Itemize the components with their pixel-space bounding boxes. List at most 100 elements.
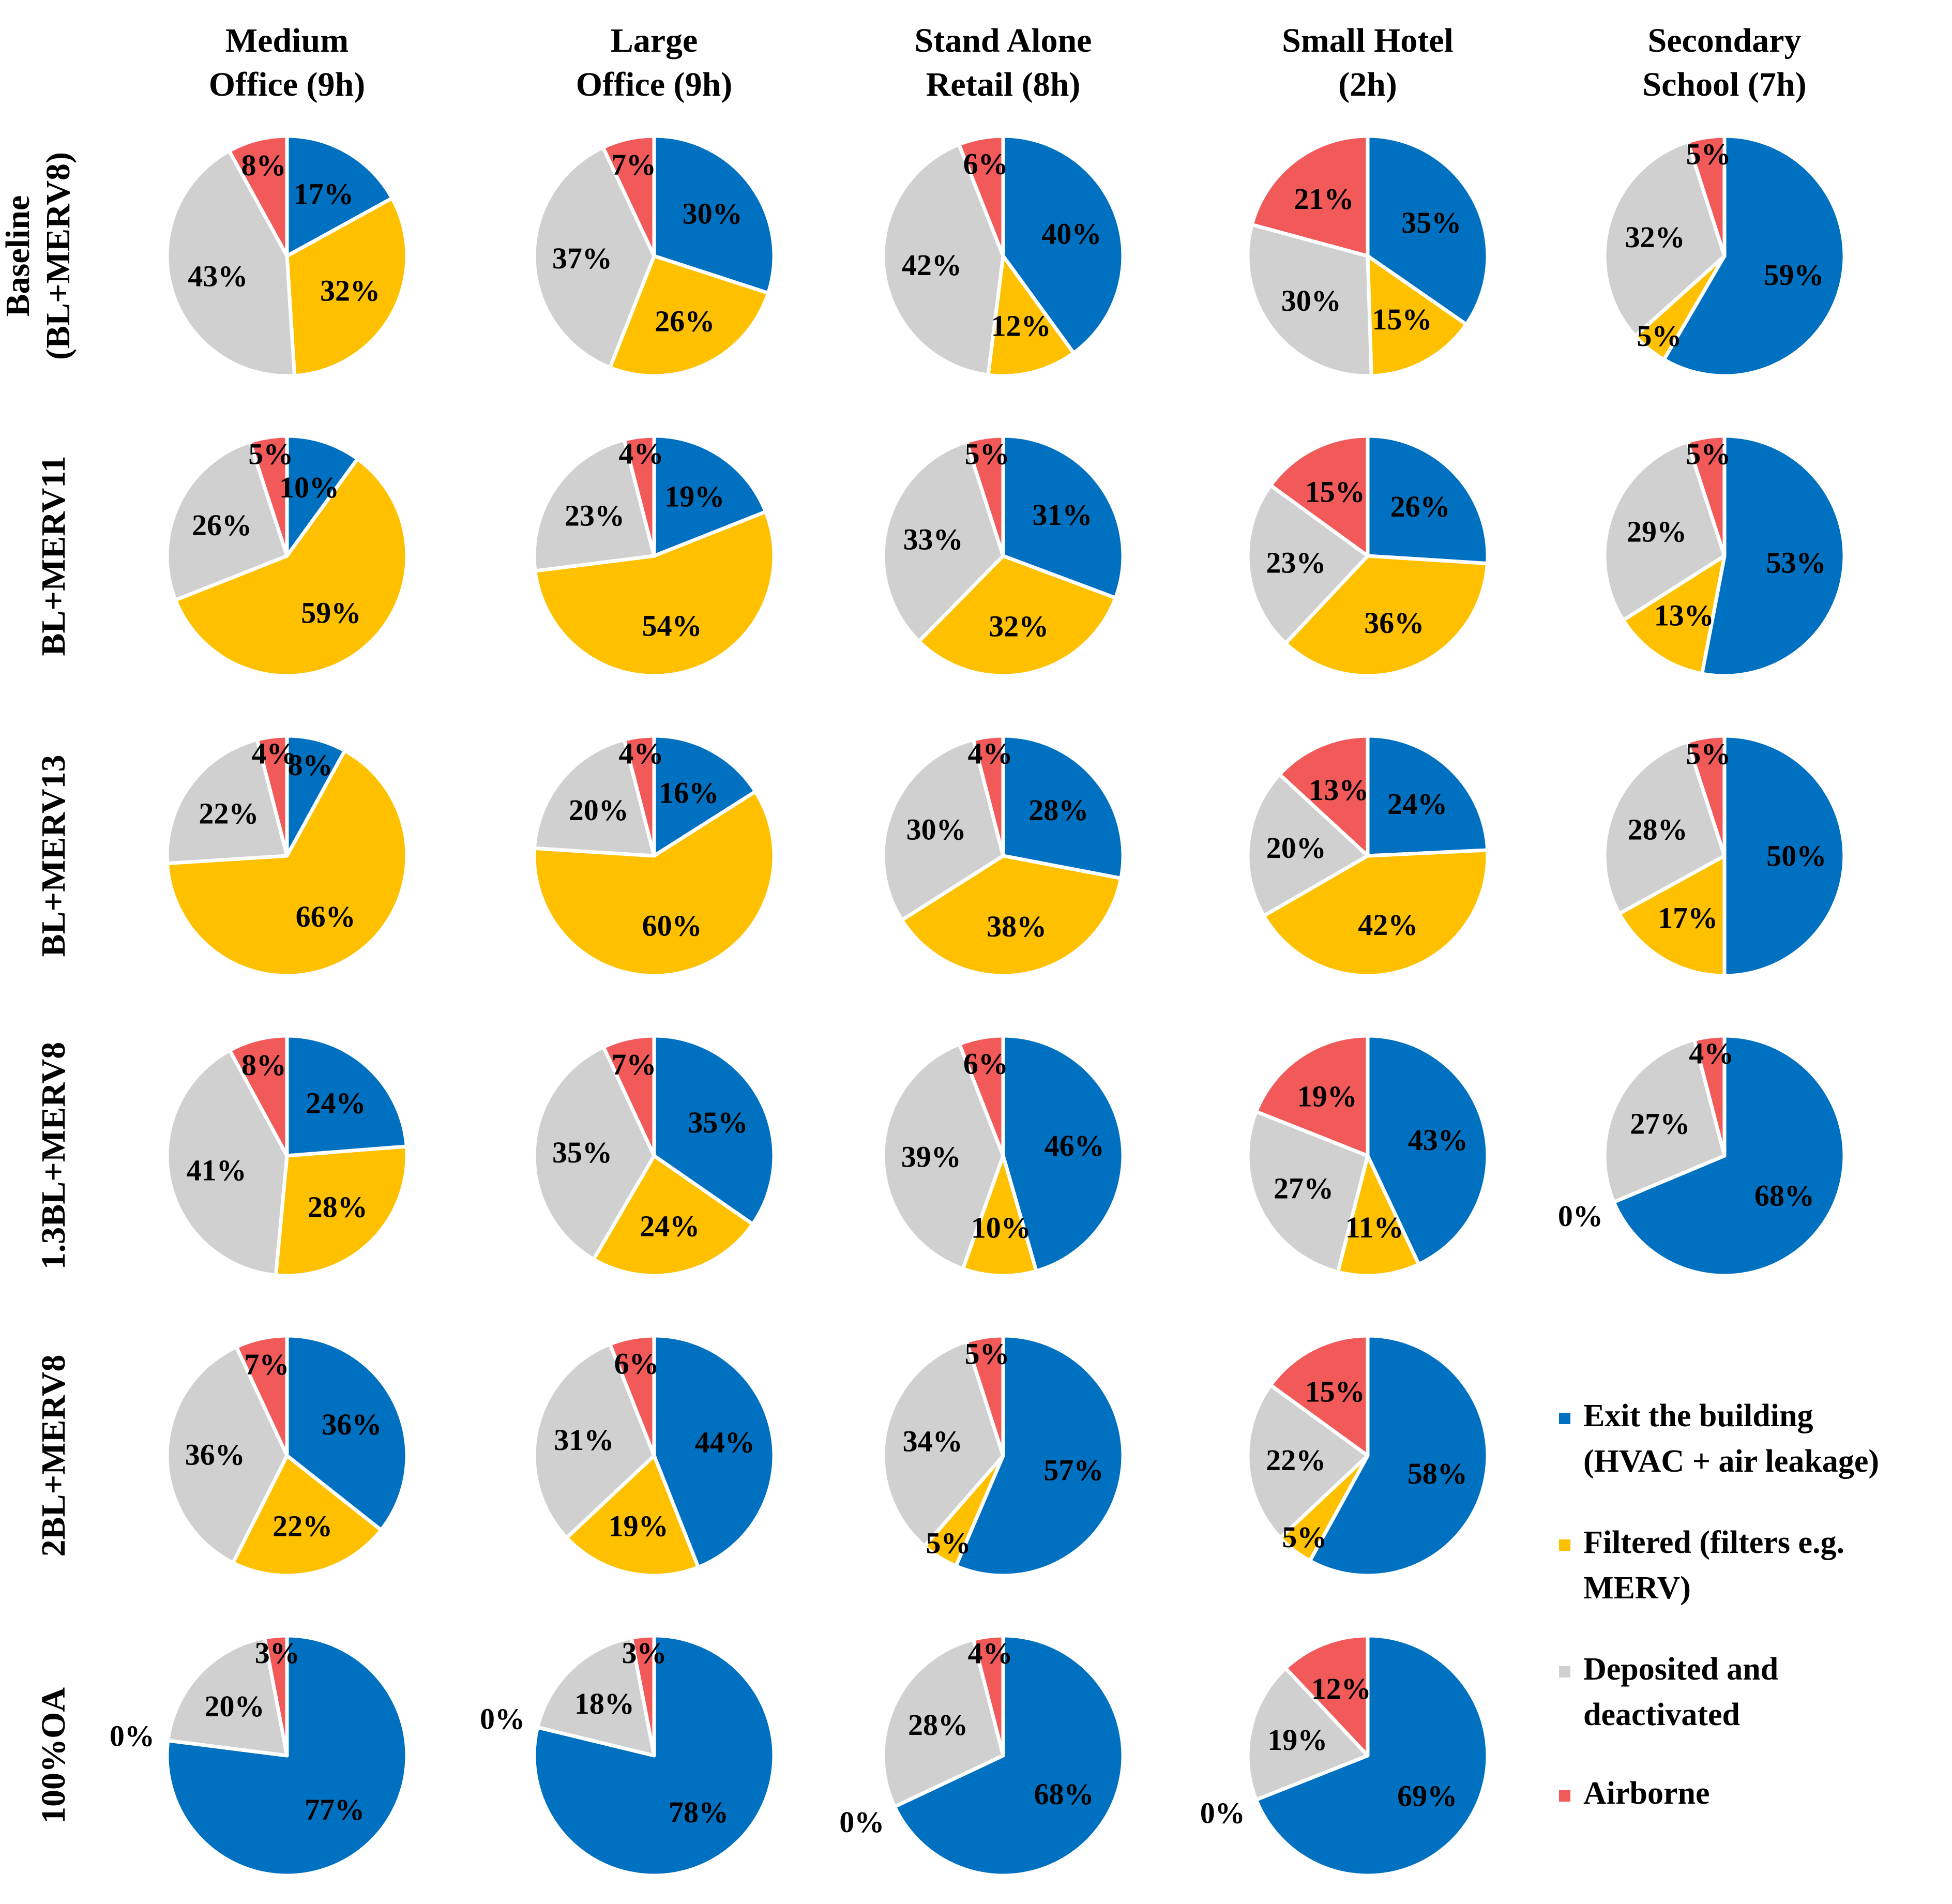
pie-slice-deposited [1602,1037,1727,1204]
data-label-airborne: 19% [1297,1079,1357,1113]
column-header-line: Stand Alone [915,22,1092,59]
data-label-airborne: 6% [614,1347,659,1381]
pie-slice-exit [285,134,394,258]
data-label-exit: 24% [306,1086,366,1120]
data-label-filtered: 5% [1282,1520,1327,1554]
data-label-filtered: 54% [642,609,702,642]
pie-slice-exit [1662,134,1847,378]
data-label-filtered: 42% [1358,908,1418,942]
data-label-airborne: 5% [965,1337,1010,1370]
data-label-filtered: 59% [301,596,361,630]
pie-slice-deposited [1246,483,1370,645]
pie-slice-exit [1700,434,1847,678]
pie-slice-deposited [532,145,656,370]
pie-slice-exit [285,434,359,558]
pie-chart: 69% 0% 19% 12% [1200,1634,1490,1878]
pie-slice-deposited [165,737,289,866]
column-header-line: School (7h) [1642,66,1806,103]
data-label-exit: 44% [695,1425,755,1459]
pie-slice-deposited [1246,1666,1370,1802]
row-header-line: 2BL+MERV8 [35,1355,72,1557]
pie-slice-filtered [231,1454,383,1578]
data-label-exit: 46% [1045,1129,1104,1162]
pie-chart: 46% 10% 39% 6% [881,1034,1125,1278]
pie-slice-deposited [881,1042,1005,1271]
pie-chart: 31% 32% 33% 5% [881,434,1125,678]
pie-slice-exit [652,134,776,295]
pie-slice-filtered [1262,848,1490,978]
pie-slice-deposited [1602,440,1727,622]
data-label-filtered: 28% [308,1190,368,1224]
data-label-deposited: 23% [565,498,625,532]
data-label-airborne: 4% [619,437,664,471]
pie-slice-filtered [565,1454,700,1578]
pie-chart: 17% 32% 43% 8% [165,134,409,378]
data-label-deposited: 36% [185,1438,245,1471]
pie-slice-exit [1254,1634,1490,1878]
pie-slice-airborne [622,434,656,558]
column-header-line: Medium [225,22,349,59]
pie-slice-airborne [263,1634,289,1758]
data-label-filtered: 0% [110,1719,155,1753]
pie-slice-filtered [173,457,409,678]
pie-chart: 40% 12% 42% 6% [881,134,1125,378]
data-label-deposited: 42% [902,248,962,282]
pie-slice-exit [1366,734,1490,858]
pie-slice-filtered [608,254,770,378]
column-header-line: Small Hotel [1282,22,1454,59]
data-label-exit: 31% [1032,498,1092,532]
pie-slice-deposited [881,1339,1005,1548]
pie-slice-exit [1366,134,1490,326]
data-label-filtered: 66% [296,900,356,933]
pie-chart: 24% 42% 20% 13% [1246,734,1490,978]
pie-slice-filtered [1621,554,1727,676]
data-label-airborne: 7% [611,1048,656,1081]
data-label-exit: 68% [1754,1179,1814,1213]
data-label-filtered: 60% [642,909,702,942]
pie-chart: 26% 36% 23% 15% [1246,434,1490,678]
data-label-exit: 78% [669,1795,729,1829]
data-label-airborne: 8% [241,148,286,182]
legend-swatch-airborne [1559,1790,1570,1802]
data-label-exit: 35% [1401,206,1461,239]
data-label-deposited: 23% [1266,546,1326,580]
data-label-exit: 68% [1034,1777,1094,1811]
data-label-exit: 10% [279,471,339,504]
pie-chart: 43% 11% 27% 19% [1246,1034,1490,1278]
pie-slice-exit [1308,1334,1490,1578]
pie-slice-deposited [532,737,656,858]
pie-slice-airborne [957,134,1005,258]
pie-chart: 59% 5% 32% 5% [1602,134,1847,378]
pie-slice-exit [652,434,768,558]
pie-slice-airborne [971,1634,1005,1758]
column-headers: Medium Office (9h) Large Office (9h) Stand A… [209,22,1807,103]
legend: Exit the building (HVAC + air leakage) Fil… [1559,1398,1879,1811]
data-label-airborne: 4% [252,737,297,770]
data-label-filtered: 17% [1658,901,1718,934]
pie-slice-exit [1366,434,1490,566]
data-label-airborne: 6% [963,1047,1008,1081]
data-label-deposited: 29% [1627,515,1687,548]
pie-slice-filtered [165,749,409,978]
pie-slice-deposited [1602,140,1727,338]
data-label-filtered: 0% [480,1702,525,1735]
row-header-line: 100%OA [35,1687,72,1824]
legend-swatch-filtered [1559,1539,1570,1551]
data-label-deposited: 18% [574,1687,634,1720]
pie-slice-airborne [629,1634,656,1758]
data-label-airborne: 12% [1311,1672,1371,1705]
pie-slice-airborne [964,1334,1005,1458]
pie-slice-filtered [961,1154,1038,1278]
pie-slice-deposited [165,440,289,602]
pie-slice-deposited [165,1345,289,1565]
pie-slice-airborne [1685,734,1727,858]
pie-slice-exit [1001,134,1125,355]
data-label-deposited: 33% [903,522,963,556]
row-header-line: 1.3BL+MERV8 [35,1042,72,1270]
data-label-airborne: 3% [622,1636,667,1670]
pie-slice-filtered [917,554,1117,678]
data-label-airborne: 5% [1686,137,1731,171]
pie-slice-airborne [228,1034,289,1158]
pie-slice-airborne [255,734,289,858]
